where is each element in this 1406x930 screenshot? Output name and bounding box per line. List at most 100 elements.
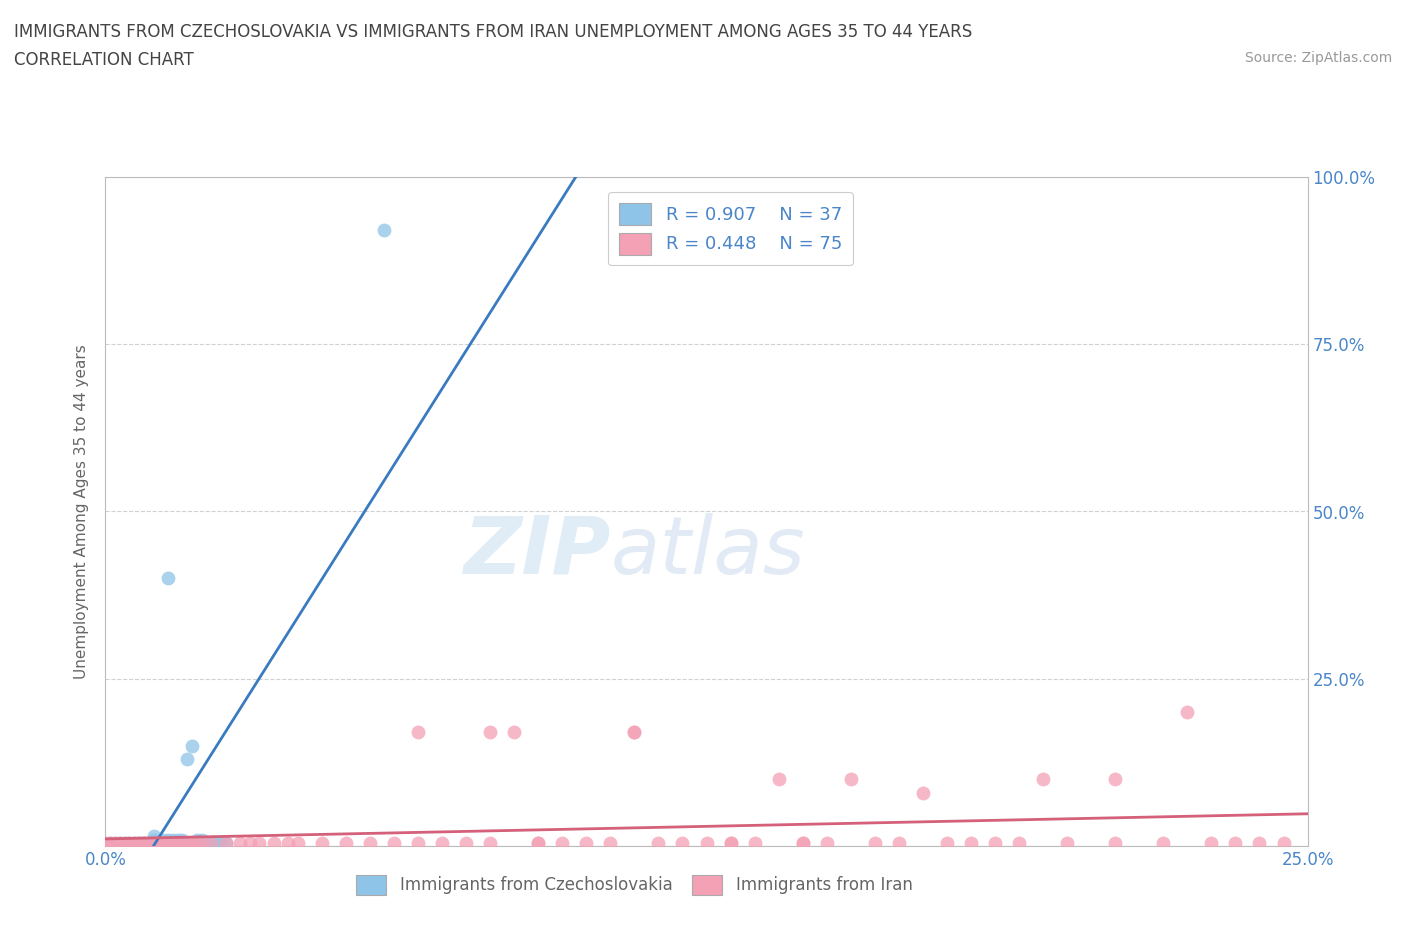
Point xyxy=(162,832,184,847)
Point xyxy=(623,725,645,740)
Point xyxy=(768,772,790,787)
Point xyxy=(98,835,121,850)
Point xyxy=(209,835,232,850)
Point xyxy=(887,835,910,850)
Point xyxy=(1032,772,1054,787)
Point xyxy=(792,835,814,850)
Point xyxy=(479,835,502,850)
Point xyxy=(118,835,141,850)
Point xyxy=(190,835,212,850)
Point xyxy=(94,835,117,850)
Point xyxy=(247,835,270,850)
Point xyxy=(148,835,170,850)
Point xyxy=(406,835,429,850)
Point xyxy=(200,835,222,850)
Point xyxy=(138,835,160,850)
Point xyxy=(720,835,742,850)
Point xyxy=(214,835,236,850)
Point xyxy=(128,835,150,850)
Point xyxy=(214,835,236,850)
Point xyxy=(128,835,150,850)
Point xyxy=(152,835,174,850)
Point xyxy=(229,835,252,850)
Point xyxy=(152,832,174,847)
Legend: Immigrants from Czechoslovakia, Immigrants from Iran: Immigrants from Czechoslovakia, Immigran… xyxy=(350,868,920,901)
Point xyxy=(104,835,127,850)
Point xyxy=(287,835,309,850)
Point xyxy=(138,835,160,850)
Point xyxy=(647,835,669,850)
Point xyxy=(114,835,136,850)
Point xyxy=(176,835,198,850)
Point xyxy=(181,738,204,753)
Text: CORRELATION CHART: CORRELATION CHART xyxy=(14,51,194,69)
Point xyxy=(863,835,886,850)
Point xyxy=(373,223,395,238)
Point xyxy=(148,835,170,850)
Point xyxy=(1201,835,1223,850)
Point xyxy=(311,835,333,850)
Point xyxy=(551,835,574,850)
Point xyxy=(181,835,204,850)
Point xyxy=(142,835,165,850)
Point xyxy=(186,835,208,850)
Point xyxy=(94,839,117,854)
Point xyxy=(263,835,285,850)
Text: Source: ZipAtlas.com: Source: ZipAtlas.com xyxy=(1244,51,1392,65)
Point xyxy=(195,835,218,850)
Point xyxy=(98,835,121,850)
Point xyxy=(156,571,179,586)
Point xyxy=(172,835,194,850)
Point xyxy=(1056,835,1078,850)
Point xyxy=(205,835,228,850)
Point xyxy=(406,725,429,740)
Text: ZIP: ZIP xyxy=(463,512,610,591)
Point xyxy=(335,835,357,850)
Point xyxy=(108,835,131,850)
Point xyxy=(104,835,127,850)
Point xyxy=(839,772,862,787)
Point xyxy=(166,832,188,847)
Point xyxy=(984,835,1007,850)
Point xyxy=(1104,835,1126,850)
Point xyxy=(142,835,165,850)
Point xyxy=(181,835,204,850)
Point xyxy=(720,835,742,850)
Point xyxy=(156,835,179,850)
Point xyxy=(575,835,598,850)
Point xyxy=(190,832,212,847)
Point xyxy=(132,835,155,850)
Point xyxy=(124,835,146,850)
Point xyxy=(166,835,188,850)
Point xyxy=(744,835,766,850)
Point xyxy=(1272,835,1295,850)
Point xyxy=(239,835,262,850)
Point xyxy=(960,835,983,850)
Point xyxy=(176,751,198,766)
Point xyxy=(1152,835,1174,850)
Point xyxy=(156,832,179,847)
Point xyxy=(190,835,212,850)
Point xyxy=(142,829,165,844)
Point xyxy=(277,835,299,850)
Y-axis label: Unemployment Among Ages 35 to 44 years: Unemployment Among Ages 35 to 44 years xyxy=(75,344,90,679)
Point xyxy=(527,835,550,850)
Point xyxy=(599,835,621,850)
Point xyxy=(186,832,208,847)
Point xyxy=(200,835,222,850)
Point xyxy=(1175,705,1198,720)
Point xyxy=(430,835,453,850)
Point xyxy=(156,835,179,850)
Point xyxy=(166,835,188,850)
Point xyxy=(114,835,136,850)
Point xyxy=(162,835,184,850)
Point xyxy=(172,835,194,850)
Point xyxy=(108,835,131,850)
Point xyxy=(382,835,405,850)
Point xyxy=(359,835,381,850)
Text: IMMIGRANTS FROM CZECHOSLOVAKIA VS IMMIGRANTS FROM IRAN UNEMPLOYMENT AMONG AGES 3: IMMIGRANTS FROM CZECHOSLOVAKIA VS IMMIGR… xyxy=(14,23,973,41)
Point xyxy=(815,835,838,850)
Point xyxy=(1225,835,1247,850)
Point xyxy=(454,835,477,850)
Point xyxy=(527,835,550,850)
